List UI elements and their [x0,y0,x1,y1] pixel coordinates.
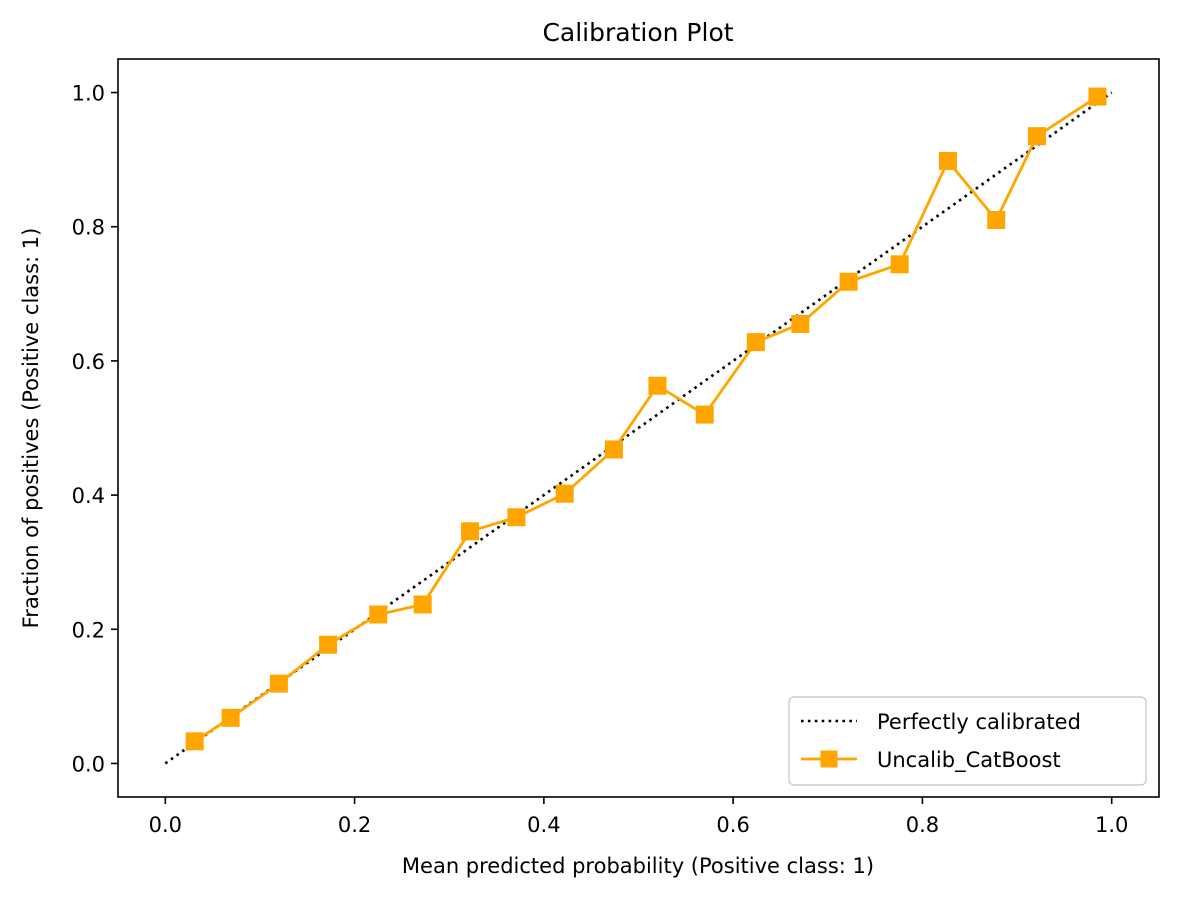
x-tick-label: 0.4 [527,813,560,837]
data-point-marker [938,151,957,170]
data-point-marker [1088,87,1107,106]
data-point-marker [987,211,1006,230]
y-tick-label: 0.2 [72,618,105,642]
data-point-marker [555,484,574,503]
legend: Perfectly calibrated Uncalib_CatBoost [788,696,1147,786]
x-tick-label: 1.0 [1095,813,1128,837]
data-point-marker [746,333,765,352]
y-tick-label: 0.0 [72,752,105,776]
chart-title: Calibration Plot [542,18,733,47]
x-tick-label: 0.0 [149,813,182,837]
data-point-marker [890,255,909,274]
y-tick-label: 0.8 [72,216,105,240]
axis-ticks: 0.0 0.2 0.4 0.6 0.8 1.0 0.0 0.2 0.4 0.6 0.8 1.0 [72,82,1129,837]
legend-marker [820,750,838,768]
y-tick-label: 0.4 [72,484,105,508]
data-point-marker [221,708,240,727]
x-tick-label: 0.2 [338,813,371,837]
data-point-marker [319,635,338,654]
data-point-marker [507,508,526,527]
legend-label-1: Perfectly calibrated [877,710,1081,734]
data-point-marker [185,732,204,751]
data-point-marker [604,440,623,459]
legend-label-2: Uncalib_CatBoost [877,748,1061,773]
x-tick-label: 0.8 [906,813,939,837]
data-point-marker [461,522,480,541]
plot-area [117,58,1160,798]
y-tick-label: 0.6 [72,350,105,374]
y-axis-label: Fraction of positives (Positive class: 1… [19,228,43,629]
data-point-marker [269,674,288,693]
data-point-marker [695,405,714,424]
data-point-marker [1027,127,1046,146]
legend-box [788,696,1147,786]
x-tick-label: 0.6 [716,813,749,837]
data-point-marker [839,272,858,291]
data-point-marker [791,315,810,334]
data-point-marker [413,595,432,614]
y-tick-label: 1.0 [72,82,105,106]
data-point-marker [369,605,388,624]
data-point-marker [648,376,667,395]
x-axis-label: Mean predicted probability (Positive cla… [402,854,874,878]
axes-frame [117,58,1160,798]
